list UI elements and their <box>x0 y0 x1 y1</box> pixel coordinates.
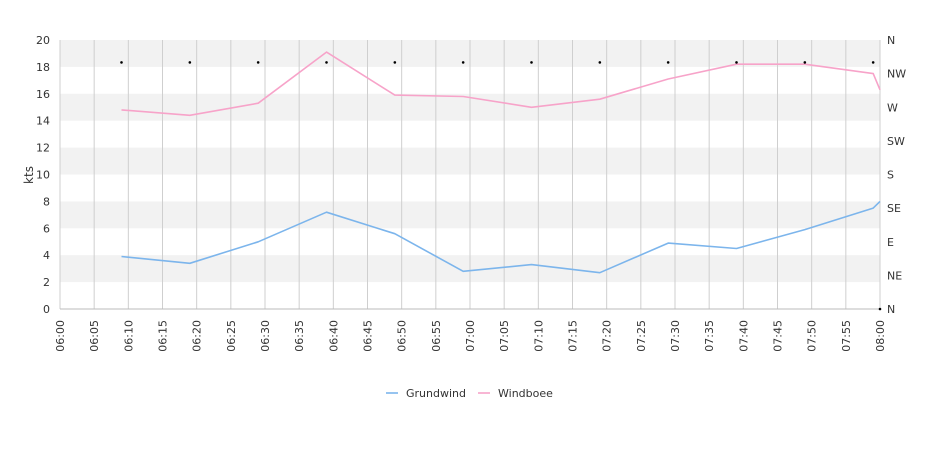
x-tick-label: 06:40 <box>327 320 340 352</box>
x-tick-label: 07:00 <box>464 320 477 352</box>
direction-points <box>120 61 882 311</box>
x-tick-label: 06:55 <box>430 320 443 352</box>
direction-point <box>188 61 192 64</box>
direction-point <box>878 307 882 311</box>
legend-label: Grundwind <box>406 387 466 400</box>
direction-point <box>735 61 738 64</box>
direction-tick-label: E <box>887 236 894 249</box>
x-tick-label: 07:35 <box>703 320 716 352</box>
direction-point <box>325 61 328 64</box>
x-tick-label: 07:25 <box>635 320 648 352</box>
direction-point <box>871 61 875 64</box>
x-tick-label: 06:30 <box>259 320 272 352</box>
direction-point <box>256 61 260 64</box>
x-tick-label: 07:15 <box>567 320 580 352</box>
x-tick-label: 06:05 <box>88 320 101 352</box>
direction-point <box>393 61 397 64</box>
direction-tick-label: N <box>887 34 895 47</box>
x-tick-label: 07:40 <box>737 320 750 352</box>
legend-item-windboee[interactable]: Windboee <box>478 387 553 400</box>
direction-point <box>598 61 602 64</box>
y-tick-label: 4 <box>43 249 50 262</box>
y-tick-label: 8 <box>43 195 50 208</box>
x-axis-ticks: 06:00 06:05 06:10 06:15 06:20 06:25 06:30 06:35… <box>54 320 887 352</box>
direction-axis-ticks: N NE E SE S SW W NW N <box>887 34 906 316</box>
y-tick-label: 16 <box>36 88 50 101</box>
x-tick-label: 06:45 <box>362 320 375 352</box>
direction-tick-label: SW <box>887 135 905 148</box>
x-tick-label: 06:50 <box>396 320 409 352</box>
x-tick-label: 07:30 <box>669 320 682 352</box>
direction-tick-label: NE <box>887 269 902 282</box>
direction-point <box>666 61 670 64</box>
y-axis-title: kts <box>22 166 36 184</box>
x-tick-label: 06:25 <box>225 320 238 352</box>
x-tick-label: 06:20 <box>191 320 204 352</box>
x-tick-label: 07:20 <box>601 320 614 352</box>
x-tick-label: 07:45 <box>772 320 785 352</box>
y-tick-label: 10 <box>36 169 50 182</box>
direction-tick-label: S <box>887 169 894 182</box>
series-line-grundwind <box>121 200 881 274</box>
y-axis-ticks: 0 2 4 6 8 10 12 14 16 18 20 <box>36 34 50 316</box>
legend-label: Windboee <box>498 387 553 400</box>
y-tick-label: 0 <box>43 303 50 316</box>
x-tick-label: 07:10 <box>532 320 545 352</box>
direction-point <box>461 61 465 64</box>
y-tick-label: 2 <box>43 276 50 289</box>
x-tick-label: 07:50 <box>806 320 819 352</box>
direction-point <box>530 61 533 64</box>
direction-tick-label: N <box>887 303 895 316</box>
direction-tick-label: NW <box>887 68 906 81</box>
x-tick-label: 07:05 <box>498 320 511 352</box>
x-tick-label: 08:00 <box>874 320 887 352</box>
direction-point <box>803 61 807 64</box>
y-tick-label: 12 <box>36 142 50 155</box>
y-tick-label: 20 <box>36 34 50 47</box>
y-tick-label: 14 <box>36 115 50 128</box>
vertical-grid <box>59 40 881 310</box>
x-tick-label: 07:55 <box>840 320 853 352</box>
x-tick-label: 06:10 <box>122 320 135 352</box>
direction-tick-label: SE <box>887 202 901 215</box>
x-tick-label: 06:00 <box>54 320 67 352</box>
series-lines <box>121 51 881 274</box>
x-tick-label: 06:35 <box>293 320 306 352</box>
legend-item-grundwind[interactable]: Grundwind <box>386 387 466 400</box>
y-tick-label: 6 <box>43 222 50 235</box>
direction-tick-label: W <box>887 101 898 114</box>
legend[interactable]: Grundwind Windboee <box>386 387 553 400</box>
direction-point <box>120 61 123 64</box>
y-tick-label: 18 <box>36 61 50 74</box>
x-tick-label: 06:15 <box>157 320 170 352</box>
series-line-windboee <box>121 51 881 117</box>
